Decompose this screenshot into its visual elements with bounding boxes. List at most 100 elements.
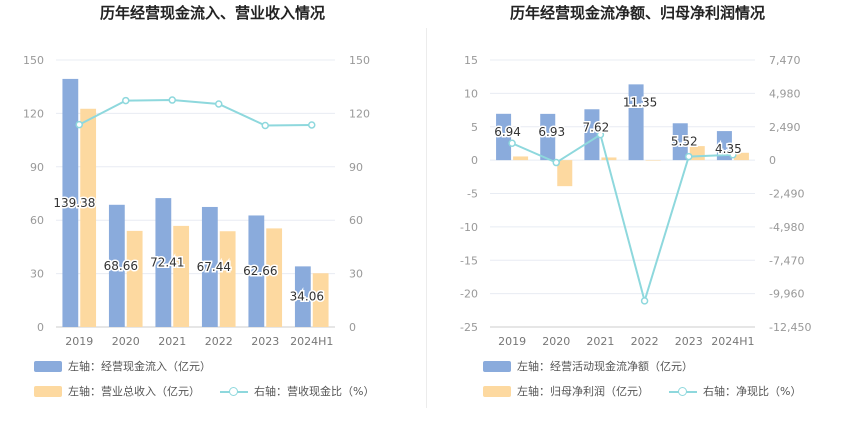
legend-label-net-profit: 左轴：归母净利润（亿元） — [517, 385, 649, 398]
data-label: 4.35 — [715, 142, 742, 156]
bar-primary-2024H1 — [716, 131, 732, 161]
y-left-tick-label: 30 — [30, 268, 44, 281]
panel-divider — [426, 28, 427, 408]
line-point-2019 — [75, 120, 83, 129]
bar-secondary-2022 — [219, 231, 236, 327]
legend-label-net-cash-ratio: 右轴：净现比（%） — [703, 385, 802, 398]
bar-secondary-2024H1 — [733, 152, 749, 161]
y-left-tick-label: 10 — [464, 87, 478, 100]
bar-secondary-2020 — [126, 230, 143, 327]
line-point-2021 — [168, 96, 176, 104]
y-left-tick-label: 0 — [37, 321, 44, 334]
y-right-tick-label: -9,960 — [769, 288, 804, 301]
legend-label-cash-inflow: 左轴：经营现金流入（亿元） — [68, 360, 211, 373]
y-right-tick-label: 120 — [349, 107, 370, 120]
data-label: 68.66 — [104, 259, 138, 273]
bar-secondary-2021 — [601, 157, 617, 161]
bar-secondary-2019 — [513, 156, 529, 161]
data-label: 67.44 — [197, 260, 231, 274]
line-point-2022 — [640, 297, 649, 305]
chart-title-cashflow-revenue: 历年经营现金流入、营业收入情况 — [99, 4, 325, 22]
legend-item-net-profit[interactable]: 左轴：归母净利润（亿元） — [483, 383, 649, 399]
legend-item-cash-revenue-ratio[interactable]: 右轴：营收现金比（%） — [220, 383, 374, 399]
y-right-tick-label: 60 — [349, 214, 363, 227]
y-left-tick-label: -10 — [460, 221, 478, 234]
data-label: 139.38 — [53, 196, 95, 210]
bar-primary-2020 — [540, 113, 556, 161]
y-right-tick-label: 0 — [349, 321, 356, 334]
bar-primary-2020 — [108, 204, 125, 327]
y-right-tick-label: -12,450 — [769, 321, 811, 334]
legend-label-net-cashflow: 左轴：经营活动现金流净额（亿元） — [517, 360, 693, 373]
legend-item-cash-inflow[interactable]: 左轴：经营现金流入（亿元） — [34, 358, 211, 374]
bar-secondary-2020 — [557, 160, 573, 187]
line-point-2021 — [596, 130, 605, 139]
x-tick-label: 2022 — [205, 335, 233, 348]
chart-cashflow-revenue: 0 30 60 90 120 150 0 30 60 90 120 150 2019 2020 2021 20… — [23, 54, 370, 348]
legend-swatch-line — [220, 386, 248, 397]
data-label: 5.52 — [671, 134, 698, 148]
bar-primary-2023 — [248, 215, 265, 327]
line-series — [78, 99, 312, 127]
data-label: 6.94 — [494, 125, 521, 139]
legend-item-net-cashflow[interactable]: 左轴：经营活动现金流净额（亿元） — [483, 358, 693, 374]
legend-swatch-orange — [34, 385, 62, 397]
y-right-tick-label: 0 — [769, 154, 776, 167]
y-right-tick-label: 4,980 — [769, 87, 801, 100]
bar-primary-2023 — [672, 123, 688, 161]
y-right-tick-label: 150 — [349, 54, 370, 67]
x-tick-label: 2021 — [158, 335, 186, 348]
x-tick-label: 2023 — [251, 335, 279, 348]
bar-secondary-2022 — [645, 160, 661, 161]
bar-primary-2022 — [201, 206, 218, 327]
bar-secondary-2023 — [266, 228, 283, 327]
chart-net-cashflow-profit: -25 -20 -15 -10 -5 0 5 10 15 -12,450 -9,960 -7,470 -… — [460, 54, 811, 348]
legend-item-net-cash-ratio[interactable]: 右轴：净现比（%） — [669, 383, 801, 399]
data-label: 11.35 — [623, 95, 657, 109]
y-left-tick-label: -5 — [467, 188, 478, 201]
line-series — [511, 133, 733, 305]
y-left-tick-label: -25 — [460, 321, 478, 334]
legend-swatch-orange — [483, 385, 511, 397]
y-left-tick-label: -15 — [460, 254, 478, 267]
data-label: 62.66 — [243, 264, 277, 278]
y-right-tick-label: 7,470 — [769, 54, 801, 67]
y-right-tick-label: -4,980 — [769, 221, 804, 234]
data-label: 7.62 — [583, 120, 610, 134]
line-point-2023 — [261, 121, 269, 130]
y-right-tick-label: -2,490 — [769, 188, 804, 201]
bar-primary-2021 — [584, 109, 600, 161]
x-tick-label: 2019 — [65, 335, 93, 348]
legend-label-cash-revenue-ratio: 右轴：营收现金比（%） — [254, 385, 375, 398]
bar-secondary-2019 — [80, 108, 97, 327]
y-right-tick-label: 90 — [349, 161, 363, 174]
line-point-2020 — [552, 158, 560, 167]
legend-swatch-blue — [34, 360, 62, 372]
bar-secondary-2021 — [173, 225, 190, 327]
line-point-2024H1 — [729, 151, 737, 159]
y-left-tick-label: 5 — [471, 121, 478, 134]
x-tick-label: 2020 — [542, 335, 570, 348]
bar-primary-2024H1 — [294, 266, 311, 327]
legend-item-revenue[interactable]: 左轴：营业总收入（亿元） — [34, 383, 200, 399]
data-label: 72.41 — [150, 256, 184, 270]
line-point-2019 — [508, 139, 516, 147]
chart-title-net-cashflow-profit: 历年经营现金流净额、归母净利润情况 — [509, 4, 765, 22]
line-point-2023 — [685, 152, 693, 161]
x-tick-label: 2022 — [631, 335, 659, 348]
y-right-tick-label: -7,470 — [769, 254, 804, 267]
data-label: 34.06 — [290, 290, 324, 304]
legend-swatch-line — [669, 386, 697, 397]
x-tick-label: 2023 — [675, 335, 703, 348]
y-left-tick-label: -20 — [460, 288, 478, 301]
y-left-tick-label: 15 — [464, 54, 478, 67]
y-left-tick-label: 60 — [30, 214, 44, 227]
x-tick-label: 2024H1 — [290, 335, 333, 348]
bar-primary-2019 — [62, 78, 79, 327]
bar-secondary-2024H1 — [312, 273, 329, 327]
y-left-tick-label: 120 — [23, 107, 44, 120]
line-point-2024H1 — [308, 121, 316, 129]
x-tick-label: 2019 — [498, 335, 526, 348]
legend-label-revenue: 左轴：营业总收入（亿元） — [68, 385, 200, 398]
